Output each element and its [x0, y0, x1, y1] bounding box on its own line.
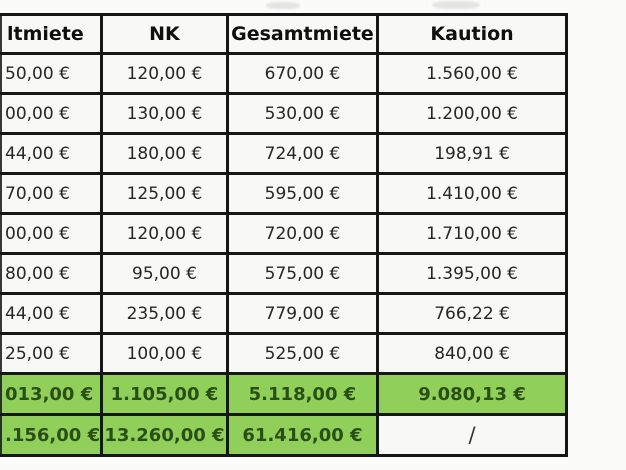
kaltmiete-cell: 25,00 €	[0, 332, 104, 375]
table-row: 80,00 € 95,00 € 575,00 € 1.395,00 €	[0, 252, 568, 295]
nk-cell: 235,00 €	[100, 292, 229, 335]
kaltmiete-cell: 44,00 €	[0, 292, 104, 335]
total-row-yearly: .156,00 € 13.260,00 € 61.416,00 € /	[0, 413, 568, 457]
kaltmiete-cell: 00,00 €	[0, 212, 104, 255]
nk-header: NK	[100, 13, 229, 55]
kaution-cell: 1.710,00 €	[376, 212, 568, 255]
gesamtmiete-total-cell: 5.118,00 €	[225, 372, 380, 416]
table-row: 25,00 € 100,00 € 525,00 € 840,00 €	[0, 332, 568, 375]
kaltmiete-cell: 50,00 €	[0, 52, 104, 95]
kaution-cell: 1.410,00 €	[376, 172, 568, 215]
table-row: 70,00 € 125,00 € 595,00 € 1.410,00 €	[0, 172, 568, 215]
kaltmiete-cell: 70,00 €	[0, 172, 104, 215]
kaution-cell: 1.200,00 €	[376, 92, 568, 135]
table-row: 44,00 € 180,00 € 724,00 € 198,91 €	[0, 132, 568, 175]
gesamtmiete-cell: 530,00 €	[225, 92, 380, 135]
kaution-cell: 198,91 €	[376, 132, 568, 175]
gesamtmiete-cell: 720,00 €	[225, 212, 380, 255]
gesamtmiete-cell: 724,00 €	[225, 132, 380, 175]
gesamtmiete-cell: 525,00 €	[225, 332, 380, 375]
gesamtmiete-cell: 779,00 €	[225, 292, 380, 335]
nk-cell: 120,00 €	[100, 212, 229, 255]
rent-table: ltmiete NK Gesamtmiete Kaution 50,00 € 1…	[0, 13, 568, 457]
kaltmiete-header: ltmiete	[0, 13, 104, 55]
total-row-monthly: 013,00 € 1.105,00 € 5.118,00 € 9.080,13 …	[0, 372, 568, 416]
kaution-cell: 1.560,00 €	[376, 52, 568, 95]
nk-cell: 100,00 €	[100, 332, 229, 375]
kaution-total-cell: 9.080,13 €	[376, 372, 568, 416]
kaution-cell: 840,00 €	[376, 332, 568, 375]
gesamtmiete-cell: 595,00 €	[225, 172, 380, 215]
kaution-header: Kaution	[376, 13, 568, 55]
crop-artifact	[266, 2, 300, 9]
kaltmiete-total-cell: 013,00 €	[0, 372, 104, 416]
kaltmiete-total-cell: .156,00 €	[0, 413, 104, 457]
nk-total-cell: 13.260,00 €	[100, 413, 229, 457]
nk-cell: 125,00 €	[100, 172, 229, 215]
kaltmiete-cell: 00,00 €	[0, 92, 104, 135]
nk-cell: 130,00 €	[100, 92, 229, 135]
gesamtmiete-cell: 575,00 €	[225, 252, 380, 295]
table-row: 50,00 € 120,00 € 670,00 € 1.560,00 €	[0, 52, 568, 95]
gesamtmiete-total-cell: 61.416,00 €	[225, 413, 380, 457]
gesamtmiete-header: Gesamtmiete	[225, 13, 380, 55]
kaution-cell: 1.395,00 €	[376, 252, 568, 295]
table-row: 00,00 € 130,00 € 530,00 € 1.200,00 €	[0, 92, 568, 135]
left-crop-edge	[0, 13, 2, 454]
kaltmiete-cell: 44,00 €	[0, 132, 104, 175]
gesamtmiete-cell: 670,00 €	[225, 52, 380, 95]
nk-cell: 180,00 €	[100, 132, 229, 175]
nk-total-cell: 1.105,00 €	[100, 372, 229, 416]
table-row: 44,00 € 235,00 € 779,00 € 766,22 €	[0, 292, 568, 335]
kaltmiete-cell: 80,00 €	[0, 252, 104, 295]
crop-artifact	[432, 1, 480, 9]
kaution-slash-cell: /	[376, 413, 568, 457]
kaution-cell: 766,22 €	[376, 292, 568, 335]
nk-cell: 120,00 €	[100, 52, 229, 95]
nk-cell: 95,00 €	[100, 252, 229, 295]
table-row: 00,00 € 120,00 € 720,00 € 1.710,00 €	[0, 212, 568, 255]
header-row: ltmiete NK Gesamtmiete Kaution	[0, 13, 568, 55]
